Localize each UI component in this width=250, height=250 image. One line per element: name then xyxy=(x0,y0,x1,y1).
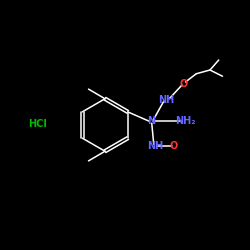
Text: O: O xyxy=(180,79,188,89)
Text: NH: NH xyxy=(147,141,163,151)
Text: N: N xyxy=(147,116,155,126)
Text: HCl: HCl xyxy=(28,119,47,129)
Text: O: O xyxy=(170,141,178,151)
Text: NH: NH xyxy=(158,95,174,105)
Text: NH₂: NH₂ xyxy=(175,116,195,126)
